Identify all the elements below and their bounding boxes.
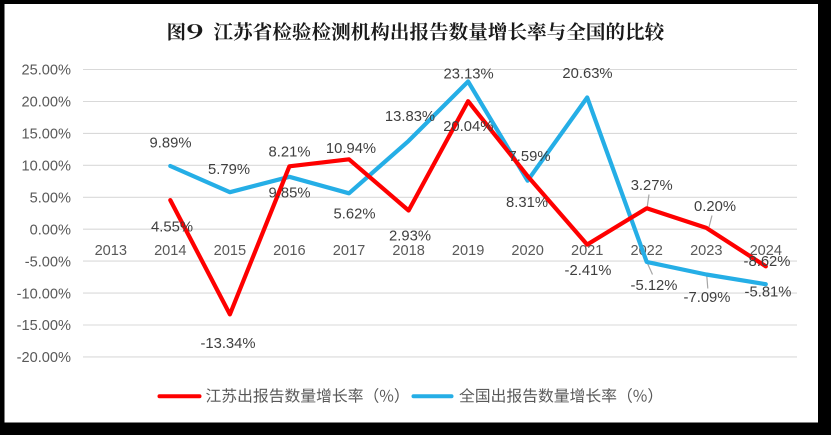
svg-text:2017: 2017 bbox=[333, 243, 365, 259]
svg-text:23.13%: 23.13% bbox=[444, 66, 494, 82]
svg-text:0.00%: 0.00% bbox=[30, 222, 71, 238]
svg-text:9.89%: 9.89% bbox=[150, 135, 192, 151]
svg-text:5.00%: 5.00% bbox=[30, 191, 71, 207]
svg-text:7.59%: 7.59% bbox=[509, 149, 551, 165]
svg-text:2019: 2019 bbox=[452, 243, 484, 259]
svg-text:-5.12%: -5.12% bbox=[631, 278, 678, 294]
svg-text:9.85%: 9.85% bbox=[269, 185, 311, 201]
svg-text:-7.09%: -7.09% bbox=[684, 290, 731, 306]
svg-text:-5.81%: -5.81% bbox=[745, 285, 792, 301]
svg-text:5.79%: 5.79% bbox=[208, 162, 250, 178]
svg-text:5.62%: 5.62% bbox=[334, 207, 376, 223]
svg-text:-8.62%: -8.62% bbox=[744, 254, 791, 270]
svg-text:8.31%: 8.31% bbox=[506, 195, 548, 211]
svg-text:-20.00%: -20.00% bbox=[17, 350, 71, 366]
svg-text:-5.00%: -5.00% bbox=[25, 254, 71, 270]
svg-text:0.20%: 0.20% bbox=[694, 199, 736, 215]
svg-text:3.27%: 3.27% bbox=[631, 178, 673, 194]
svg-text:-2.41%: -2.41% bbox=[565, 263, 612, 279]
svg-text:2015: 2015 bbox=[214, 243, 246, 259]
svg-text:4.55%: 4.55% bbox=[151, 220, 193, 236]
svg-text:13.83%: 13.83% bbox=[385, 109, 435, 125]
svg-text:2018: 2018 bbox=[392, 243, 424, 259]
svg-text:-13.34%: -13.34% bbox=[200, 336, 255, 352]
svg-text:20.00%: 20.00% bbox=[22, 95, 72, 111]
svg-text:2023: 2023 bbox=[690, 243, 722, 259]
svg-text:8.21%: 8.21% bbox=[269, 144, 311, 160]
svg-text:2024: 2024 bbox=[750, 243, 782, 259]
svg-text:15.00%: 15.00% bbox=[22, 127, 72, 143]
svg-text:10.94%: 10.94% bbox=[326, 141, 376, 157]
svg-text:2013: 2013 bbox=[95, 243, 127, 259]
svg-text:-15.00%: -15.00% bbox=[17, 318, 71, 334]
svg-text:20.63%: 20.63% bbox=[562, 66, 612, 82]
svg-text:2022: 2022 bbox=[630, 243, 662, 259]
svg-text:20.04%: 20.04% bbox=[443, 119, 493, 135]
svg-text:2021: 2021 bbox=[571, 243, 603, 259]
svg-text:-10.00%: -10.00% bbox=[17, 286, 71, 302]
svg-text:25.00%: 25.00% bbox=[22, 63, 72, 79]
svg-text:2016: 2016 bbox=[273, 243, 305, 259]
svg-text:2020: 2020 bbox=[511, 243, 543, 259]
svg-text:2.93%: 2.93% bbox=[389, 229, 431, 245]
svg-text:10.00%: 10.00% bbox=[22, 159, 72, 175]
svg-text:2014: 2014 bbox=[154, 243, 186, 259]
